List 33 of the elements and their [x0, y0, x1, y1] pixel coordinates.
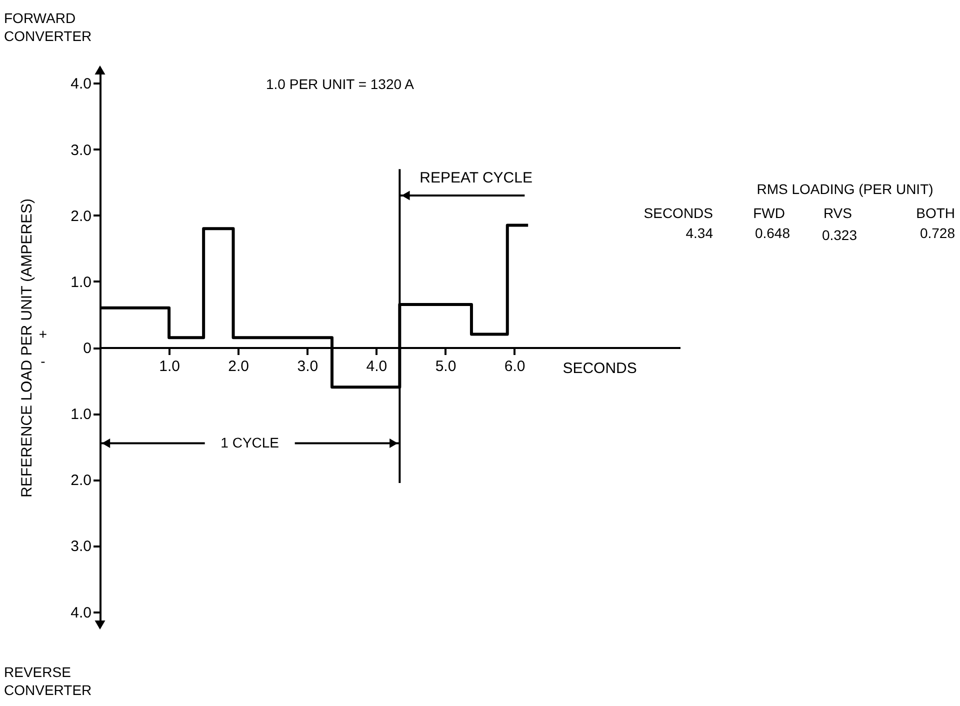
x-tick-label: 4.0 [366, 358, 388, 375]
x-tick-label: 5.0 [435, 358, 456, 375]
annotation: REPEAT CYCLE [420, 170, 532, 187]
text: + [38, 326, 48, 342]
text: RMS LOADING (PER UNIT) [756, 181, 934, 197]
x-tick-label: 1.0 [159, 358, 180, 375]
x-tick-label: 6.0 [504, 358, 526, 375]
text: FWD [753, 205, 785, 221]
y-tick-label: 1.0 [70, 406, 92, 424]
y-tick-label: 3.0 [70, 142, 92, 159]
y-tick-label: 3.0 [70, 538, 92, 556]
x-tick-label: 3.0 [297, 358, 318, 375]
y-tick-label: 1.0 [70, 274, 92, 291]
text: 0.728 [920, 225, 956, 241]
text: - [40, 353, 46, 369]
annotation: 1 CYCLE [220, 434, 280, 450]
text: 0.648 [754, 225, 790, 241]
text: BOTH [916, 205, 955, 221]
text: FORWARD CONVERTER [4, 10, 92, 44]
y-tick-label: 0 [83, 340, 92, 357]
text: 4.34 [686, 225, 714, 241]
y-tick-label: 2.0 [70, 472, 92, 490]
annotation: SECONDS [644, 205, 713, 221]
text: 0.323 [822, 227, 858, 243]
y-tick-label: 4.0 [70, 76, 92, 93]
y-axis-title: REFERENCE LOAD PER UNIT (AMPERES) [18, 198, 36, 498]
y-tick-label: 2.0 [70, 208, 92, 225]
annotation: 1.0 PER UNIT = 1320 A [266, 76, 415, 92]
text: RVS [823, 205, 852, 221]
text: REVERSE CONVERTER [4, 664, 92, 698]
x-axis-title: SECONDS [562, 360, 637, 377]
x-tick-label: 2.0 [228, 358, 250, 375]
y-tick-label: 4.0 [70, 604, 92, 622]
